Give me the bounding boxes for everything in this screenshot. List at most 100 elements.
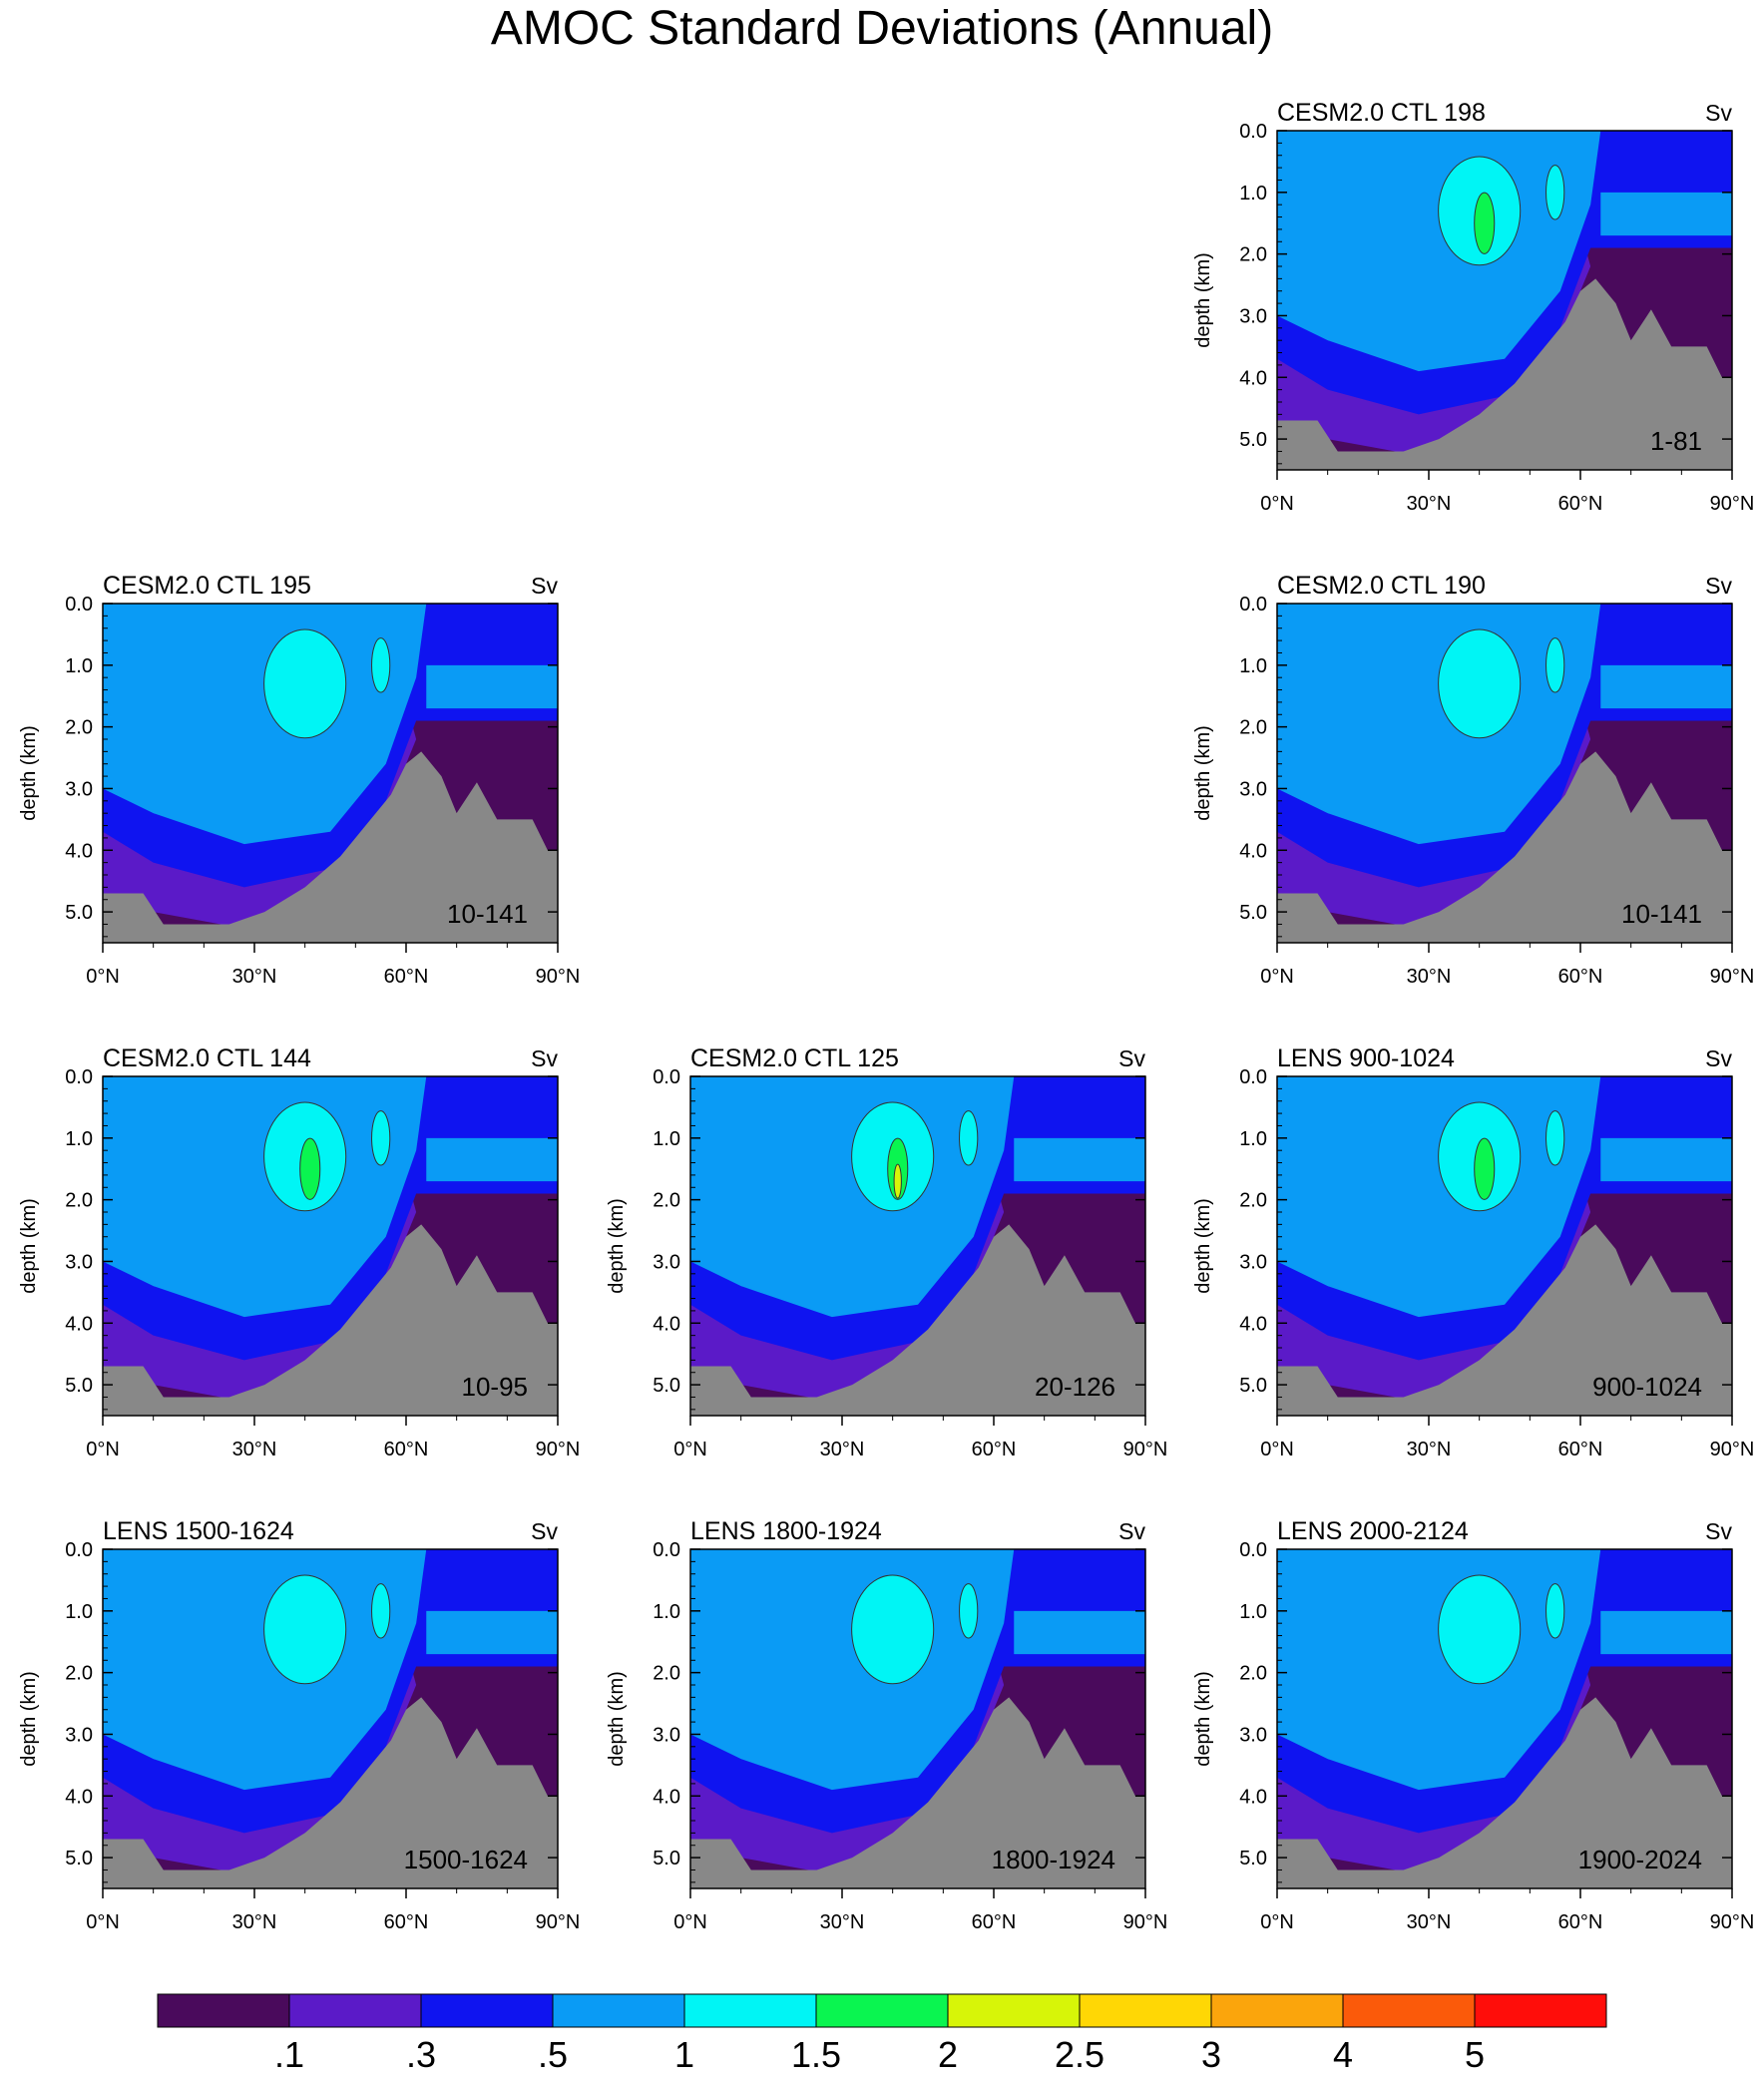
y-tick-label: 3.0 <box>1239 1724 1267 1746</box>
y-tick-label: 5.0 <box>1239 1375 1267 1397</box>
panel-title: CESM2.0 CTL 198 <box>1277 99 1486 127</box>
panel-frame <box>1276 1075 1733 1417</box>
x-tick-label: 60°N <box>384 1911 429 1933</box>
colorbar-label: 1 <box>674 2034 694 2075</box>
y-tick-label: 0.0 <box>1239 1539 1267 1561</box>
topography <box>690 1224 1145 1416</box>
x-tick-label: 90°N <box>1710 1439 1755 1460</box>
y-axis-label: depth (km) <box>1192 725 1214 821</box>
field-band <box>1600 664 1732 709</box>
core-contour <box>1545 1110 1565 1166</box>
colorbar-swatch <box>1474 1993 1607 2028</box>
y-tick-label: 5.0 <box>65 1848 93 1870</box>
y-tick-label: 5.0 <box>65 902 93 924</box>
panel-title: LENS 1800-1924 <box>690 1517 882 1545</box>
field-band <box>103 1076 427 1318</box>
y-tick-label: 5.0 <box>1239 902 1267 924</box>
y-tick-label: 2.0 <box>65 1663 93 1685</box>
field-band <box>1277 131 1601 372</box>
panel-title: CESM2.0 CTL 125 <box>690 1044 899 1072</box>
x-tick-label: 60°N <box>1558 493 1603 515</box>
y-tick-label: 3.0 <box>65 1251 93 1273</box>
colorbar-label: .1 <box>274 2034 304 2075</box>
panel-field <box>103 1549 558 1888</box>
panel: 0.0 1.0 2.0 3.0 4.0 5.0 0°N 30°N 60°N 90°N depth (… <box>1192 1044 1754 1460</box>
period-label: 20-126 <box>1035 1372 1115 1402</box>
y-tick-label: 3.0 <box>65 778 93 800</box>
unit-label: Sv <box>531 1045 558 1071</box>
core-contour <box>893 1163 902 1199</box>
core-contour <box>371 1110 391 1166</box>
field-band <box>426 664 558 709</box>
panel-title: CESM2.0 CTL 144 <box>103 1044 311 1072</box>
x-tick-label: 0°N <box>673 1911 707 1933</box>
period-label: 900-1024 <box>1592 1372 1702 1402</box>
core-contour <box>1545 1583 1565 1639</box>
period-label: 10-141 <box>447 899 528 929</box>
core-contour <box>959 1583 979 1639</box>
topography <box>1277 1224 1732 1416</box>
x-tick-label: 90°N <box>1710 1911 1755 1933</box>
x-tick-label: 30°N <box>232 1911 277 1933</box>
colorbar-swatch <box>1342 1993 1476 2028</box>
x-tick-label: 60°N <box>384 1439 429 1460</box>
core-contour <box>1474 192 1496 254</box>
field-band <box>1600 1137 1732 1182</box>
panel-frame <box>1276 130 1733 471</box>
y-tick-label: 3.0 <box>653 1251 680 1273</box>
x-tick-label: 60°N <box>1558 1911 1603 1933</box>
panel: 0.0 1.0 2.0 3.0 4.0 5.0 0°N 30°N 60°N 90°N depth (… <box>1192 99 1754 515</box>
y-tick-label: 1.0 <box>1239 1601 1267 1623</box>
colorbar-label: 2.5 <box>1055 2034 1104 2075</box>
x-tick-label: 90°N <box>536 966 581 988</box>
y-tick-label: 3.0 <box>1239 1251 1267 1273</box>
panel: 0.0 1.0 2.0 3.0 4.0 5.0 0°N 30°N 60°N 90°N depth (… <box>18 1044 580 1460</box>
y-tick-label: 4.0 <box>1239 840 1267 862</box>
panel-frame <box>689 1075 1146 1417</box>
y-tick-label: 1.0 <box>1239 183 1267 205</box>
x-tick-label: 60°N <box>1558 1439 1603 1460</box>
x-tick-label: 30°N <box>820 1911 865 1933</box>
panel-title: CESM2.0 CTL 195 <box>103 572 311 600</box>
x-tick-label: 60°N <box>972 1439 1017 1460</box>
topography <box>1277 1697 1732 1888</box>
x-tick-label: 90°N <box>536 1911 581 1933</box>
colorbar-label: 3 <box>1201 2034 1221 2075</box>
panel: 0.0 1.0 2.0 3.0 4.0 5.0 0°N 30°N 60°N 90°N depth (… <box>1192 572 1754 988</box>
y-axis-label: depth (km) <box>606 1671 628 1767</box>
panel-frame <box>102 1075 559 1417</box>
y-tick-label: 2.0 <box>653 1663 680 1685</box>
core-contour <box>1545 637 1565 693</box>
period-label: 10-141 <box>1621 899 1702 929</box>
panel-title: LENS 1500-1624 <box>103 1517 294 1545</box>
panel: 0.0 1.0 2.0 3.0 4.0 5.0 0°N 30°N 60°N 90°N depth (… <box>18 1517 580 1933</box>
core-contour <box>263 628 347 739</box>
y-tick-label: 1.0 <box>1239 655 1267 677</box>
field-band <box>103 1549 427 1791</box>
x-tick-label: 90°N <box>536 1439 581 1460</box>
field-band <box>1600 192 1732 236</box>
panel-field <box>1277 1076 1732 1416</box>
y-tick-label: 1.0 <box>65 1601 93 1623</box>
y-tick-label: 4.0 <box>653 1313 680 1335</box>
panel-title: LENS 900-1024 <box>1277 1044 1455 1072</box>
colorbar-swatch <box>288 1993 422 2028</box>
colorbar-label: .3 <box>406 2034 436 2075</box>
y-tick-label: 1.0 <box>65 1128 93 1150</box>
core-contour <box>851 1574 935 1685</box>
panel: 0.0 1.0 2.0 3.0 4.0 5.0 0°N 30°N 60°N 90°N depth (… <box>606 1517 1167 1933</box>
y-tick-label: 2.0 <box>65 1190 93 1212</box>
y-tick-label: 3.0 <box>653 1724 680 1746</box>
y-tick-label: 5.0 <box>1239 429 1267 451</box>
panel-frame <box>102 603 559 944</box>
x-tick-label: 90°N <box>1710 493 1755 515</box>
colorbar-swatch <box>157 1993 290 2028</box>
field-band <box>1014 1610 1145 1655</box>
x-tick-label: 30°N <box>1407 1911 1452 1933</box>
core-contour <box>299 1137 321 1200</box>
panel: 0.0 1.0 2.0 3.0 4.0 5.0 0°N 30°N 60°N 90°N depth (… <box>606 1044 1167 1460</box>
unit-label: Sv <box>531 573 558 599</box>
x-tick-label: 60°N <box>972 1911 1017 1933</box>
y-axis-label: depth (km) <box>18 725 40 821</box>
y-axis-label: depth (km) <box>18 1198 40 1294</box>
